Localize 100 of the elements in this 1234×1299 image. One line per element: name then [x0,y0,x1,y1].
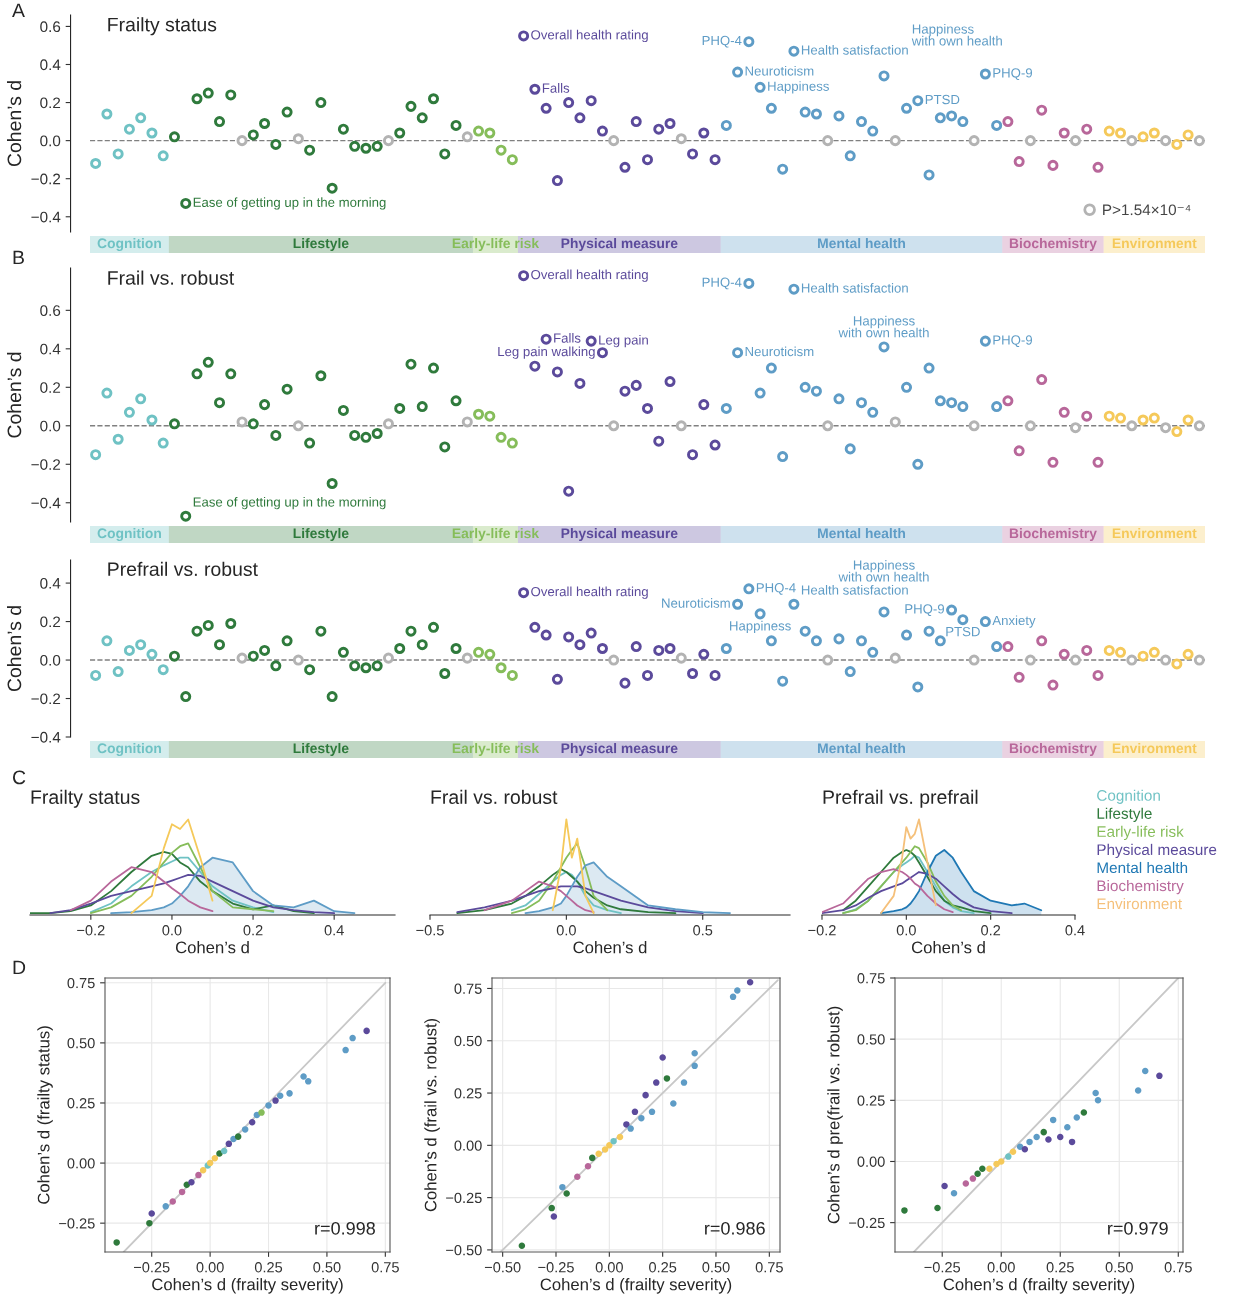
point [1134,1087,1142,1094]
point [1049,1116,1057,1124]
point [934,1204,941,1212]
point [670,1100,677,1107]
point [146,1219,153,1227]
point [188,1179,195,1186]
text: Early-life risk [452,528,540,541]
point [276,1092,284,1100]
data-label: Falls [542,83,570,93]
data-label: Happiness [730,620,791,634]
point [1080,1109,1088,1116]
y-axis-title: Cohen’s d [6,81,22,167]
x-axis-title: Cohen’s d (frailty severity) [943,1278,1135,1294]
text: Physical measure [561,238,678,251]
y-tick-label: −0.50 [446,1245,482,1256]
point [248,1118,256,1126]
text: Physical measure [561,528,678,541]
data-label: PTSD [946,626,980,637]
y-tick-label: 0.25 [857,1095,885,1106]
point [691,1062,698,1070]
x-tick-label: 0.50 [313,1262,341,1273]
chart-title: Prefrail vs. prefrail [823,789,978,808]
data-label: Overall health rating [531,29,648,43]
x-axis-title: Cohen’s d [911,941,985,954]
data-label: Neuroticism [745,346,814,357]
point [272,1097,279,1104]
x-axis-title: Cohen’s d (frailty severity) [540,1278,732,1294]
text: Early-life risk [452,743,540,756]
annotation: r=0.998 [315,1221,375,1235]
point [627,1125,634,1132]
point [1068,1138,1076,1146]
point [563,1190,570,1197]
data-label: Ease of getting up in the morning [193,496,386,510]
text: Cognition [97,528,161,541]
x-tick-label: 0.0 [896,925,916,936]
y-tick-label: −0.25 [59,1218,95,1229]
point [1073,1114,1081,1121]
point [680,1079,688,1086]
point [211,1155,219,1162]
data-label: Neuroticism [745,65,814,76]
text: Mental health [818,528,906,539]
x-tick-label: −0.5 [416,925,444,936]
x-tick-label: −0.25 [538,1262,574,1273]
point [199,1167,207,1174]
point [220,1147,228,1155]
text: Environment [1112,743,1197,754]
y-tick-label: 0.4 [40,577,61,589]
text: Mental health [818,238,906,249]
point [969,1175,977,1182]
y-tick-label: −0.2 [31,459,61,470]
point [548,1204,555,1212]
text: Biochemistry [1009,238,1097,251]
data-label: Happiness with own health [838,315,929,338]
y-tick-label: 0.00 [857,1156,885,1167]
y-tick-label: 0.50 [454,1035,482,1047]
point [734,987,741,994]
point [638,1114,645,1122]
x-tick-label: 0.50 [1105,1262,1133,1273]
x-tick-label: 0.00 [196,1262,224,1273]
point [1156,1072,1163,1080]
point [349,1034,356,1042]
data-label: Leg pain walking [498,346,595,359]
point [1045,1136,1052,1143]
point [225,1140,233,1148]
point [1141,1067,1149,1075]
chart-title: Prefrail vs. robust [108,561,258,577]
y-tick-label: 0.25 [67,1098,95,1109]
point [1009,1148,1017,1155]
x-tick-label: 0.4 [324,925,344,936]
y-axis-title: Cohen’s d [6,606,22,692]
data-label: Overall health rating [531,586,648,599]
point [300,1073,307,1080]
point [304,1078,312,1085]
y-tick-label: −0.25 [849,1217,885,1229]
point [1016,1143,1024,1151]
y-tick-label: 0.2 [40,97,61,109]
data-label: Happiness with own health [911,24,1002,46]
point [1021,1145,1029,1153]
point [659,1054,666,1061]
x-tick-label: 0.00 [987,1262,1015,1273]
data-label: PHQ-4 [702,277,742,290]
data-label: Happiness with own health [838,560,929,582]
x-tick-label: 0.2 [243,925,263,936]
text: B [13,250,24,265]
point [729,993,737,1001]
point [574,1173,581,1180]
chart-title: Frail vs. robust [431,789,558,805]
point [746,978,754,986]
data-label: Ease of getting up in the morning [193,197,386,210]
text: Cognition [1097,789,1160,804]
point [195,1171,202,1179]
chart-title: Frailty status [31,789,140,808]
text: Biochemistry [1009,528,1097,541]
text: A [12,3,25,18]
annotation: r=0.979 [1108,1221,1168,1235]
data-label: Health satisfaction [801,45,908,55]
point [610,1137,617,1145]
point [363,1027,370,1035]
x-axis-title: Cohen’s d (frailty severity) [152,1278,343,1294]
data-label: PHQ-9 [993,335,1033,348]
